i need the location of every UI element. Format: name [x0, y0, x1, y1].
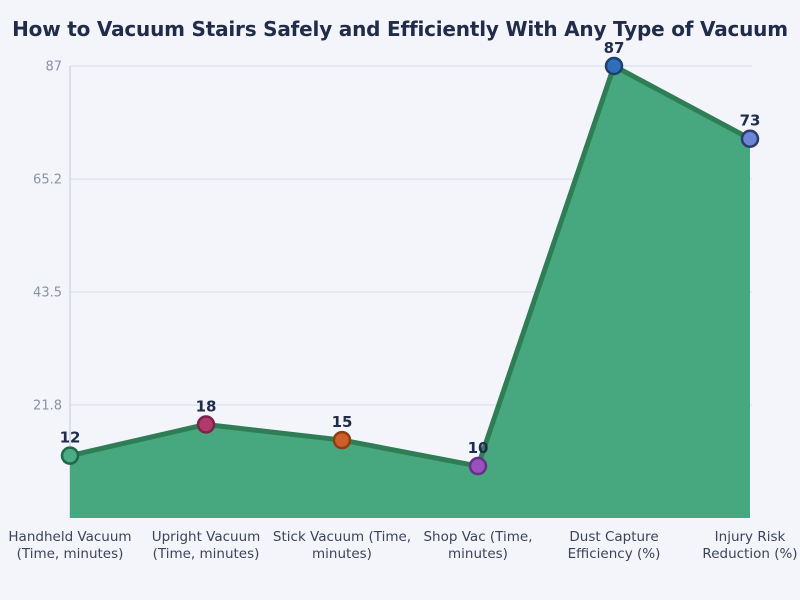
value-label: 73	[740, 112, 761, 130]
x-axis-label: Handheld Vacuum (Time, minutes)	[8, 529, 131, 562]
y-tick-label: 65.2	[33, 173, 62, 188]
value-label: 18	[196, 397, 217, 415]
y-tick-label: 43.5	[33, 286, 62, 301]
x-axis-label: Shop Vac (Time, minutes)	[423, 529, 532, 562]
data-point	[740, 129, 760, 148]
y-tick-label: 21.8	[33, 399, 62, 414]
data-point	[332, 430, 352, 450]
data-point	[604, 56, 624, 76]
chart-title: How to Vacuum Stairs Safely and Efficien…	[12, 17, 788, 41]
value-label: 10	[468, 439, 489, 457]
x-axis-label: Stick Vacuum (Time, minutes)	[273, 529, 411, 562]
data-point	[60, 446, 80, 465]
data-point	[196, 415, 216, 434]
x-axis-label: Injury Risk Reduction (%)	[702, 529, 797, 562]
value-label: 15	[332, 413, 353, 431]
data-point	[468, 456, 488, 476]
area-fill	[70, 66, 750, 518]
x-axis-label: Upright Vacuum (Time, minutes)	[152, 529, 261, 562]
x-axis-label: Dust Capture Efficiency (%)	[568, 529, 661, 562]
value-label: 87	[604, 39, 625, 57]
value-label: 12	[60, 429, 81, 447]
y-tick-label: 87	[45, 60, 62, 75]
data-line	[67, 63, 753, 469]
